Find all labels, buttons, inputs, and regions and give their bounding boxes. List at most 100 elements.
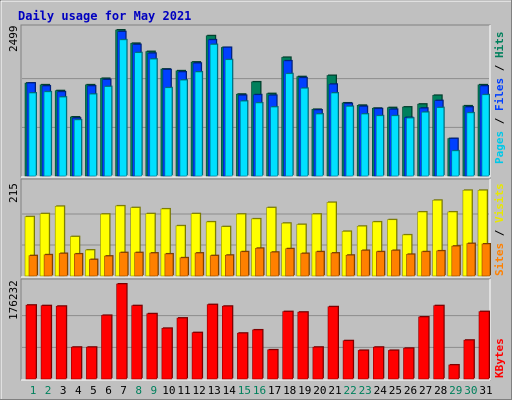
- x-tick-label: 13: [208, 384, 221, 397]
- x-tick-label: 26: [404, 384, 417, 397]
- bar-kbytes: [388, 350, 399, 380]
- bar-kbytes: [342, 340, 354, 380]
- bar-pages: [240, 100, 248, 177]
- bar-pages: [285, 73, 294, 177]
- bar-sites: [466, 243, 476, 277]
- bar-sites: [164, 253, 174, 277]
- bar-pages: [179, 79, 188, 177]
- x-tick-label: 22: [343, 384, 356, 397]
- bar-sites: [225, 254, 234, 277]
- bar-sites: [134, 252, 143, 277]
- bar-pages: [451, 150, 460, 177]
- legend-files: Files: [493, 78, 506, 111]
- bar-sites: [391, 250, 400, 277]
- bar-sites: [149, 252, 159, 277]
- bar-pages: [436, 107, 445, 177]
- bar-kbytes: [206, 304, 218, 380]
- bar-kbytes: [146, 313, 158, 380]
- bar-sites: [43, 254, 53, 277]
- x-tick-label: 20: [313, 384, 326, 397]
- svg-text:Sites / Visits: Sites / Visits: [493, 183, 506, 276]
- bar-pages: [225, 59, 233, 177]
- bar-pages: [43, 91, 52, 177]
- bar-sites: [89, 259, 98, 277]
- x-tick-label: 3: [60, 384, 67, 397]
- bar-kbytes: [463, 339, 475, 380]
- bar-sites: [119, 252, 128, 277]
- bar-sites: [421, 251, 430, 277]
- bar-sites: [179, 257, 189, 277]
- bar-kbytes: [176, 317, 188, 380]
- x-tick-label: 5: [90, 384, 97, 397]
- bar-kbytes: [116, 283, 127, 380]
- bar-sites: [240, 251, 249, 277]
- bar-sites: [345, 254, 355, 277]
- bar-kbytes: [327, 306, 339, 380]
- bar-kbytes: [312, 346, 324, 380]
- bar-pages: [391, 115, 399, 177]
- x-tick-label: 27: [419, 384, 432, 397]
- bar-sites: [104, 255, 113, 277]
- bar-sites: [255, 248, 264, 277]
- bar-kbytes: [267, 349, 278, 380]
- bar-kbytes: [282, 311, 294, 380]
- bar-sites: [436, 250, 446, 277]
- bar-pages: [270, 106, 278, 177]
- bar-kbytes: [357, 350, 369, 380]
- x-tick-label: 14: [223, 384, 237, 397]
- bar-pages: [255, 102, 263, 177]
- bar-pages: [164, 87, 173, 177]
- bar-pages: [58, 96, 67, 177]
- bar-kbytes: [191, 332, 203, 380]
- bar-pages: [74, 119, 82, 177]
- x-tick-label: 1: [30, 384, 37, 397]
- bar-pages: [89, 93, 97, 177]
- bar-kbytes: [40, 305, 52, 380]
- bar-kbytes: [433, 305, 445, 380]
- x-tick-label: 19: [298, 384, 311, 397]
- x-tick-label: 31: [479, 384, 492, 397]
- bar-pages: [330, 92, 339, 177]
- bar-sites: [209, 255, 219, 277]
- bar-kbytes: [448, 364, 460, 380]
- bar-kbytes: [101, 315, 112, 380]
- bar-pages: [300, 88, 309, 177]
- bars-hits-files-pages: [24, 29, 490, 177]
- legend-2: Sites / Visits: [493, 183, 506, 276]
- bar-sites: [406, 254, 415, 277]
- x-tick-label: 12: [192, 384, 205, 397]
- x-tick-label: 29: [449, 384, 462, 397]
- svg-text:KBytes: KBytes: [493, 338, 506, 378]
- bar-sites: [194, 252, 204, 277]
- legend-separator: /: [493, 64, 506, 71]
- bar-pages: [345, 106, 354, 177]
- bar-sites: [481, 243, 491, 277]
- legend-3: KBytes: [493, 338, 506, 378]
- bar-sites: [285, 248, 295, 277]
- legend-1: Pages / Files / Hits: [493, 32, 506, 165]
- legend-visits: Visits: [493, 183, 506, 223]
- bar-sites: [74, 253, 83, 277]
- legend-separator: /: [493, 229, 506, 236]
- bar-kbytes: [222, 305, 233, 380]
- x-tick-label: 10: [162, 384, 175, 397]
- bars-visits-sites: [24, 189, 491, 277]
- legend-sites: Sites: [493, 243, 506, 276]
- x-tick-label: 17: [268, 384, 281, 397]
- bar-pages: [104, 86, 112, 177]
- x-tick-label: 16: [253, 384, 266, 397]
- x-axis-day-labels: 1 2 3 4 5 6 7 8 9 10 11 12 13 14 15 16 17 18 19 20 21 22 23 24 2…: [30, 384, 493, 397]
- bar-pages: [421, 112, 429, 177]
- bar-pages: [209, 44, 218, 177]
- bar-pages: [360, 113, 369, 177]
- panel-visits-sites: 215 Sites / Visits: [7, 178, 506, 278]
- bar-pages: [481, 94, 490, 177]
- x-tick-label: 7: [120, 384, 127, 397]
- bar-sites: [360, 250, 370, 277]
- x-tick-label: 2: [45, 384, 52, 397]
- bar-kbytes: [478, 311, 490, 380]
- y-max-label-3: 176232: [7, 280, 20, 320]
- bar-pages: [134, 52, 142, 177]
- x-tick-label: 15: [238, 384, 251, 397]
- bar-sites: [28, 255, 38, 277]
